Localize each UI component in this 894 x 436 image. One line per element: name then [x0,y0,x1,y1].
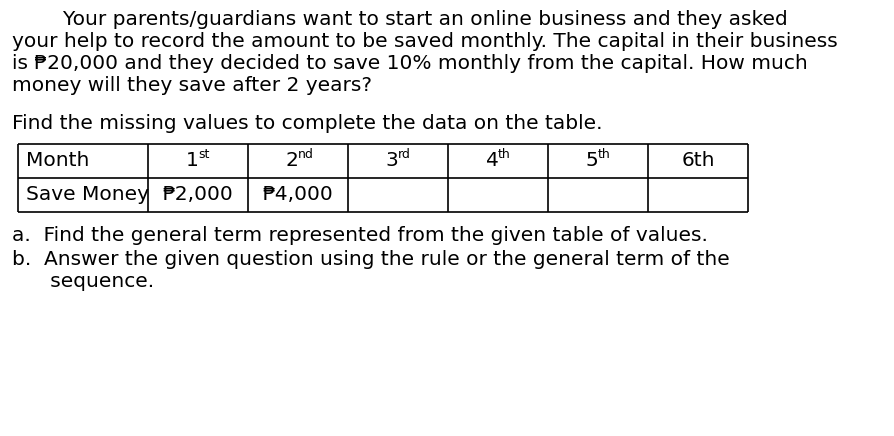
Text: 5: 5 [585,151,598,170]
Text: 4: 4 [485,151,498,170]
Text: Your parents/guardians want to start an online business and they asked: Your parents/guardians want to start an … [12,10,787,29]
Text: money will they save after 2 years?: money will they save after 2 years? [12,76,372,95]
Text: st: st [198,148,209,161]
Text: nd: nd [298,148,314,161]
Text: is ₱20,000 and they decided to save 10% monthly from the capital. How much: is ₱20,000 and they decided to save 10% … [12,54,807,73]
Text: 1: 1 [185,151,198,170]
Text: Month: Month [26,151,89,170]
Text: b.  Answer the given question using the rule or the general term of the: b. Answer the given question using the r… [12,250,729,269]
Text: th: th [597,148,611,161]
Text: 3: 3 [385,151,398,170]
Text: a.  Find the general term represented from the given table of values.: a. Find the general term represented fro… [12,226,707,245]
Text: 2: 2 [285,151,298,170]
Text: sequence.: sequence. [12,272,154,291]
Text: Save Money: Save Money [26,185,148,204]
Text: 6th: 6th [680,151,714,170]
Text: Find the missing values to complete the data on the table.: Find the missing values to complete the … [12,114,602,133]
Text: your help to record the amount to be saved monthly. The capital in their busines: your help to record the amount to be sav… [12,32,837,51]
Text: ₱4,000: ₱4,000 [262,185,333,204]
Text: ₱2,000: ₱2,000 [163,185,233,204]
Text: rd: rd [398,148,410,161]
Text: th: th [498,148,510,161]
